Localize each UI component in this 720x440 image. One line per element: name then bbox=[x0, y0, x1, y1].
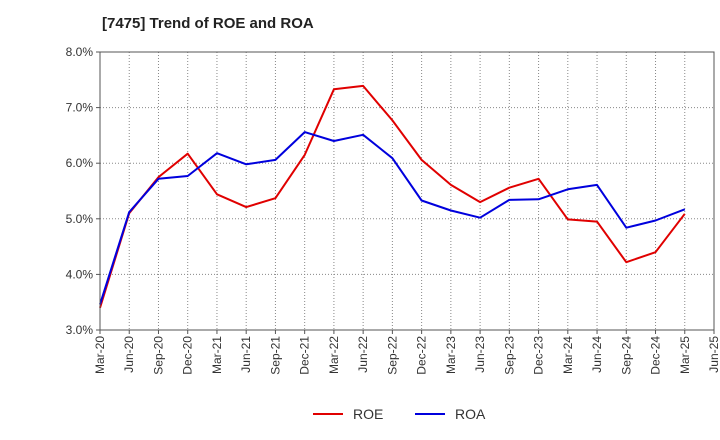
x-tick-label: Jun-21 bbox=[239, 336, 253, 373]
x-tick-label: Jun-22 bbox=[356, 336, 370, 373]
y-tick-label: 4.0% bbox=[66, 267, 94, 281]
y-tick-label: 6.0% bbox=[66, 156, 94, 170]
y-tick-label: 7.0% bbox=[66, 101, 94, 115]
x-tick-label: Jun-20 bbox=[122, 336, 136, 373]
x-tick-label: Sep-22 bbox=[385, 336, 399, 375]
x-tick-label: Mar-21 bbox=[210, 336, 224, 374]
x-tick-label: Jun-23 bbox=[473, 336, 487, 373]
x-tick-label: Mar-23 bbox=[444, 336, 458, 374]
x-tick-label: Dec-24 bbox=[649, 336, 663, 375]
series-line-roa bbox=[99, 131, 686, 305]
legend-label-roe: ROE bbox=[353, 406, 383, 422]
legend: ROE ROA bbox=[313, 406, 486, 422]
x-tick-label: Dec-23 bbox=[532, 336, 546, 375]
x-tick-label: Sep-20 bbox=[151, 336, 165, 375]
x-tick-label: Sep-21 bbox=[268, 336, 282, 375]
x-tick-label: Mar-25 bbox=[678, 336, 692, 374]
series-lines bbox=[99, 84, 686, 309]
y-tick-label: 8.0% bbox=[66, 45, 94, 59]
x-tick-label: Mar-22 bbox=[327, 336, 341, 374]
legend-label-roa: ROA bbox=[455, 406, 486, 422]
x-tick-label: Sep-24 bbox=[619, 336, 633, 375]
x-tick-label: Sep-23 bbox=[502, 336, 516, 375]
x-tick-label: Mar-20 bbox=[93, 336, 107, 374]
x-tick-label: Jun-25 bbox=[707, 336, 720, 373]
x-tick-label: Mar-24 bbox=[561, 336, 575, 374]
grid-lines bbox=[100, 52, 714, 330]
x-tick-label: Dec-20 bbox=[181, 336, 195, 375]
plot-area bbox=[100, 52, 714, 330]
y-tick-label: 5.0% bbox=[66, 212, 94, 226]
chart-title: [7475] Trend of ROE and ROA bbox=[102, 15, 314, 32]
y-axis-ticks: 3.0% 4.0% 5.0% 6.0% 7.0% 8.0% bbox=[66, 45, 100, 337]
x-axis-ticks: Mar-20 Jun-20 Sep-20 Dec-20 Mar-21 Jun-21 Sep-… bbox=[93, 330, 720, 375]
x-tick-label: Jun-24 bbox=[590, 336, 604, 373]
x-tick-label: Dec-21 bbox=[298, 336, 312, 375]
x-tick-label: Dec-22 bbox=[415, 336, 429, 375]
y-tick-label: 3.0% bbox=[66, 323, 94, 337]
plot-border bbox=[99, 51, 715, 331]
